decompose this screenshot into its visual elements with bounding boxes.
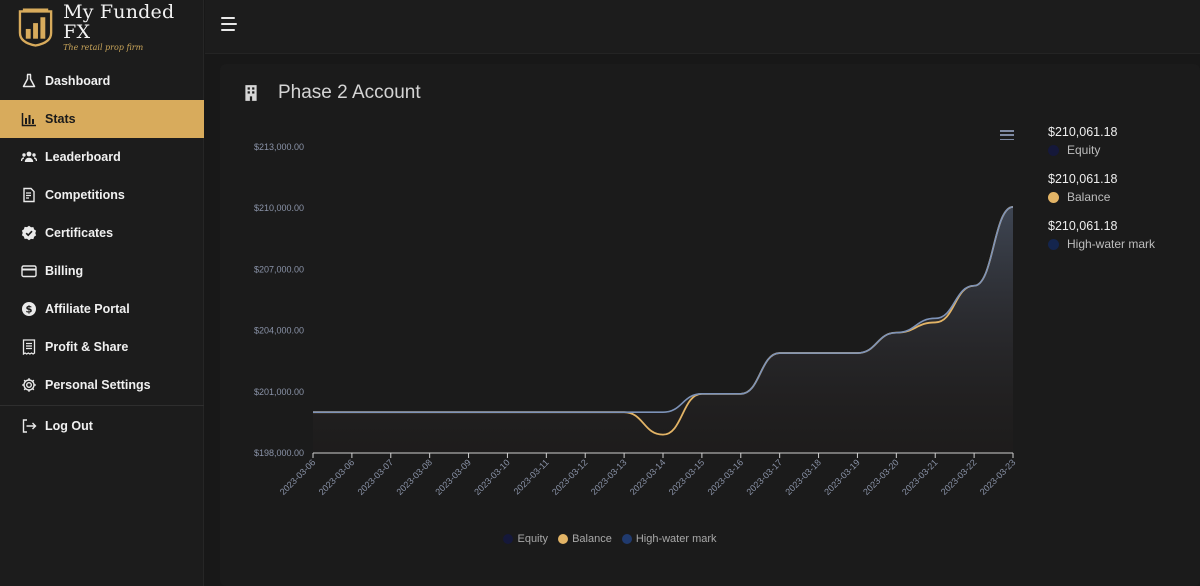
sidebar-item-certificates[interactable]: Certificates	[0, 214, 204, 252]
top-bar	[205, 0, 1200, 54]
x-tick-label: 2023-03-19	[822, 457, 862, 497]
sidebar-item-label: Personal Settings	[45, 378, 151, 392]
legend-label: Equity	[1067, 143, 1101, 157]
x-tick-label: 2023-03-21	[900, 457, 940, 497]
legend-dot	[1048, 144, 1059, 156]
building-icon	[245, 85, 257, 101]
x-tick-label: 2023-03-06	[278, 457, 318, 497]
sidebar-item-label: Dashboard	[45, 74, 111, 88]
sidebar-item-label: Log Out	[45, 419, 93, 433]
legend-dot	[621, 534, 632, 544]
flask-icon	[20, 73, 37, 90]
legend-label: High-water mark	[1067, 237, 1156, 251]
sidebar-item-leaderboard[interactable]: Leaderboard	[0, 138, 204, 176]
legend-label: Balance	[1067, 190, 1111, 204]
document-icon	[20, 187, 37, 204]
sidebar-item-profit-share[interactable]: Profit & Share	[0, 328, 204, 366]
logout-icon	[20, 418, 37, 435]
bar-chart-icon	[20, 111, 37, 128]
x-tick-label: 2023-03-09	[433, 457, 473, 497]
y-tick-label: $198,000.00	[254, 448, 304, 458]
x-tick-label: 2023-03-15	[667, 457, 707, 497]
sidebar-item-billing[interactable]: Billing	[0, 252, 204, 290]
balance-chart: $213,000.00 $210,000.00 $207,000.00 $204,00…	[254, 142, 1018, 497]
x-tick-label: 2023-03-08	[394, 457, 434, 497]
sidebar-nav: Dashboard Stats Leaderboard Competitions…	[0, 62, 204, 445]
dollar-circle-icon: $	[20, 301, 37, 318]
y-tick-label: $204,000.00	[254, 326, 304, 336]
legend-dot	[503, 534, 514, 544]
sidebar-item-log-out[interactable]: Log Out	[0, 407, 204, 445]
sidebar-item-label: Stats	[45, 112, 76, 126]
legend-value: $210,061.18	[1048, 219, 1118, 233]
chart-menu-icon[interactable]	[1000, 130, 1014, 141]
x-tick-label: 2023-03-11	[512, 457, 551, 496]
badge-check-icon	[20, 225, 37, 242]
sidebar-item-label: Affiliate Portal	[45, 302, 130, 316]
x-tick-label: 2023-03-18	[783, 457, 823, 497]
x-tick-label: 2023-03-23	[978, 457, 1018, 497]
legend-dot	[1048, 191, 1059, 203]
x-tick-label: 2023-03-10	[472, 457, 512, 497]
x-tick-label: 2023-03-06	[317, 457, 357, 497]
legend-high-water-mark-value: $210,061.18 High-water mark	[1048, 218, 1198, 252]
chart-legend-right: $210,061.18 Equity $210,061.18 Balance $…	[1048, 124, 1198, 265]
legend-label: Equity	[517, 533, 549, 545]
legend-item-equity[interactable]: Equity	[503, 533, 548, 545]
legend-equity-value: $210,061.18 Equity	[1048, 124, 1198, 158]
x-tick-label: 2023-03-12	[550, 457, 590, 497]
card-title: Phase 2 Account	[278, 82, 421, 103]
legend-item-high-water-mark[interactable]: High-water mark	[621, 533, 717, 545]
sidebar-item-affiliate-portal[interactable]: $ Affiliate Portal	[0, 290, 204, 328]
sidebar: My Funded FX The retail prop firm Dashbo…	[0, 0, 204, 586]
receipt-icon	[20, 339, 37, 356]
legend-label: High-water mark	[635, 533, 717, 545]
sidebar-divider	[0, 405, 204, 406]
brand-logo[interactable]: My Funded FX The retail prop firm	[0, 0, 204, 54]
x-tick-label: 2023-03-13	[589, 457, 629, 497]
x-tick-label: 2023-03-14	[628, 457, 668, 497]
sidebar-item-label: Certificates	[45, 226, 114, 240]
high-water-mark-series-line	[313, 206, 1014, 413]
legend-item-balance[interactable]: Balance	[558, 533, 612, 545]
brand-subtitle: The retail prop firm	[63, 43, 144, 52]
sidebar-item-label: Billing	[45, 264, 84, 278]
legend-value: $210,061.18	[1048, 172, 1118, 186]
legend-label: Balance	[572, 533, 612, 545]
y-tick-label: $213,000.00	[254, 142, 304, 152]
x-tick-label: 2023-03-22	[939, 457, 979, 497]
legend-dot	[558, 534, 569, 544]
card-header: Phase 2 Account	[242, 82, 421, 104]
sidebar-item-dashboard[interactable]: Dashboard	[0, 62, 204, 100]
menu-toggle-icon[interactable]	[221, 17, 238, 33]
sidebar-item-label: Competitions	[45, 188, 125, 202]
account-card: Phase 2 Account $213,000.00 $210,000.00 $2…	[220, 64, 1200, 586]
credit-card-icon	[20, 263, 37, 280]
svg-text:$: $	[25, 305, 32, 316]
legend-dot	[1048, 238, 1059, 250]
y-tick-label: $207,000.00	[254, 264, 304, 274]
brand-mark-icon	[18, 8, 53, 47]
sidebar-item-competitions[interactable]: Competitions	[0, 176, 204, 214]
y-tick-label: $201,000.00	[254, 387, 304, 397]
sidebar-item-label: Profit & Share	[45, 340, 129, 354]
x-tick-label: 2023-03-07	[356, 457, 396, 497]
sidebar-item-personal-settings[interactable]: Personal Settings	[0, 366, 204, 404]
legend-value: $210,061.18	[1048, 125, 1118, 139]
chart-legend-bottom: Equity Balance High-water mark	[220, 533, 1000, 545]
legend-balance-value: $210,061.18 Balance	[1048, 171, 1198, 205]
sidebar-item-label: Leaderboard	[45, 150, 121, 164]
high-water-mark-area	[313, 206, 1013, 453]
brand-title: My Funded FX	[63, 1, 175, 43]
x-tick-label: 2023-03-16	[706, 457, 746, 497]
gear-icon	[20, 377, 37, 394]
y-tick-label: $210,000.00	[254, 203, 304, 213]
x-tick-label: 2023-03-20	[861, 457, 901, 497]
x-tick-label: 2023-03-17	[744, 457, 784, 497]
sidebar-item-stats[interactable]: Stats	[0, 100, 204, 138]
users-icon	[20, 149, 37, 166]
